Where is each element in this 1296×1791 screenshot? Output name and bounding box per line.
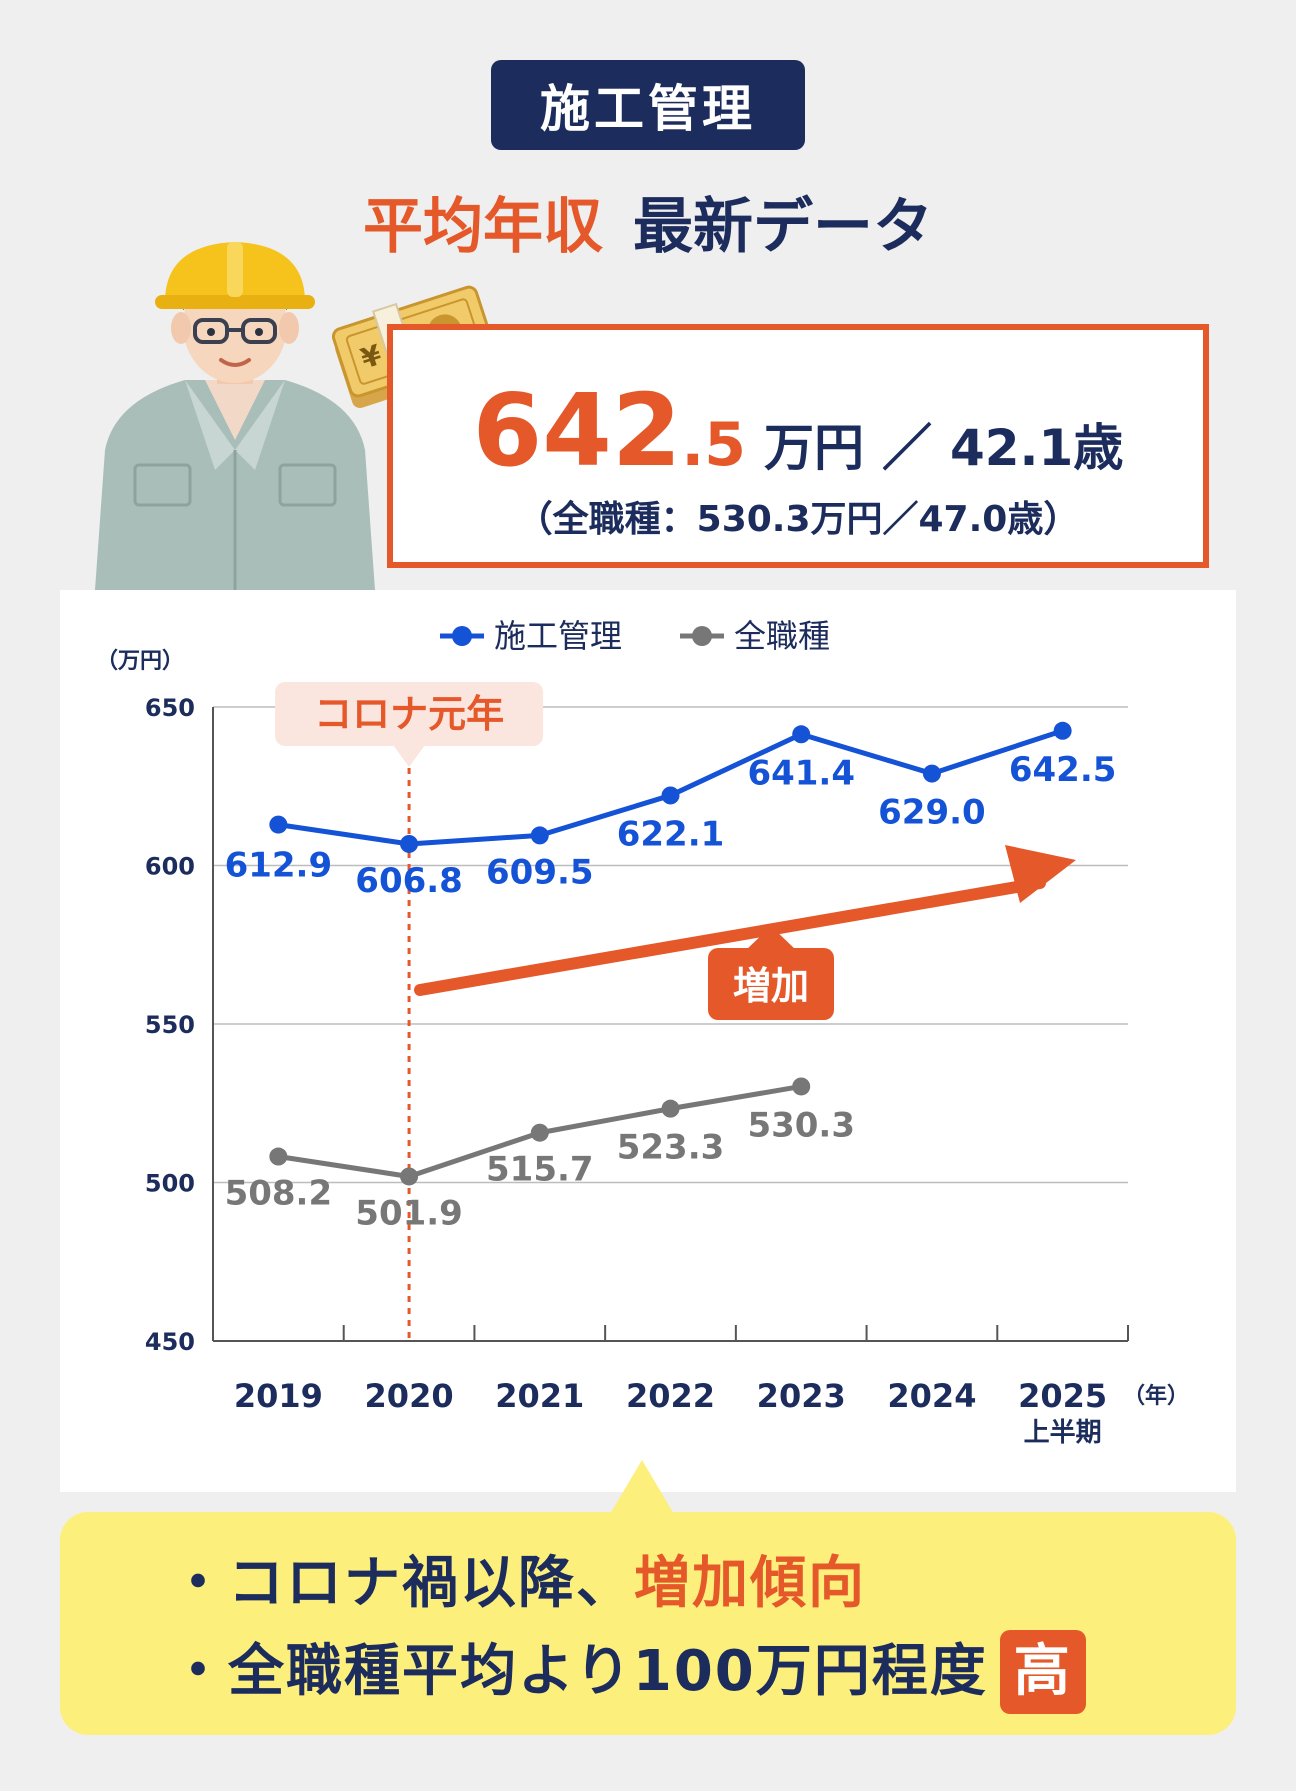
legend-label: 全職種	[734, 617, 830, 655]
x-tick-label: 2021	[495, 1377, 584, 1415]
data-label: 501.9	[355, 1193, 463, 1233]
data-label: 508.2	[225, 1174, 333, 1214]
covid-label-box	[275, 682, 544, 746]
salary-separator: ／	[881, 419, 932, 477]
data-point	[269, 815, 288, 834]
x-tick-label: 2025	[1018, 1377, 1107, 1415]
x-tick-label: 2019	[234, 1377, 323, 1415]
average-age: 42.1歳	[949, 419, 1124, 477]
y-tick-label: 450	[145, 1328, 195, 1356]
data-label: 515.7	[486, 1150, 594, 1190]
data-point	[269, 1147, 288, 1166]
increase-label: 増加	[733, 964, 809, 1008]
title-rest: 最新データ	[633, 192, 933, 262]
summary-line-2-badge: 高	[999, 1630, 1086, 1714]
salary-stat-box: 642.5 万円 ／ 42.1歳 （全職種：530.3万円／47.0歳）	[387, 324, 1209, 568]
covid-label-tail	[393, 745, 426, 767]
legend-label: 施工管理	[494, 617, 622, 655]
data-point	[792, 725, 811, 744]
data-point	[661, 1099, 680, 1118]
chart-panel: 450 500 550 600 650 （万円） 2019 2020 2021 2022 2023 2…	[60, 590, 1236, 1492]
worker-illustration	[95, 242, 375, 590]
data-label: 612.9	[225, 846, 333, 886]
category-label: 施工管理	[540, 80, 756, 138]
line-chart: 450 500 550 600 650 （万円） 2019 2020 2021 2022 2023 2…	[96, 617, 1189, 1448]
summary-line-2: ・全職種平均より100万円程度高	[170, 1626, 1086, 1714]
x-axis-unit: （年）	[1123, 1383, 1189, 1409]
increase-arrow-shaft	[414, 877, 1046, 996]
data-label: 629.0	[878, 793, 986, 833]
salary-value-int: 642	[472, 372, 682, 489]
x-tick-label: 2023	[757, 1377, 846, 1415]
legend-swatch-marker	[452, 626, 472, 646]
increase-label-box	[708, 948, 834, 1020]
all-jobs-comparison: （全職種：530.3万円／47.0歳）	[516, 499, 1080, 540]
y-tick-label: 600	[145, 853, 195, 881]
covid-label: コロナ元年	[314, 692, 504, 736]
summary-line-1: ・コロナ禍以降、増加傾向	[170, 1538, 866, 1619]
data-label: 530.3	[747, 1105, 855, 1145]
x-tick-label: 2020	[365, 1377, 454, 1415]
data-label: 606.8	[355, 861, 463, 901]
category-pill: 施工管理	[491, 60, 805, 150]
x-tick-label: 2024	[887, 1377, 976, 1415]
title-accent: 平均年収	[363, 192, 603, 262]
data-point	[1053, 721, 1072, 740]
data-label: 642.5	[1009, 750, 1117, 790]
callout-tail	[610, 1460, 674, 1514]
y-axis-unit: （万円）	[96, 649, 184, 674]
x-tick-sublabel: 上半期	[1024, 1418, 1102, 1448]
data-point	[922, 764, 941, 783]
data-label: 622.1	[617, 814, 725, 854]
data-point	[530, 826, 549, 845]
x-tick-label: 2022	[626, 1377, 715, 1415]
data-point	[400, 834, 419, 853]
summary-callout: ・コロナ禍以降、増加傾向 ・全職種平均より100万円程度高	[60, 1512, 1236, 1735]
y-tick-label: 500	[145, 1170, 195, 1198]
y-tick-label: 550	[145, 1011, 195, 1039]
data-label: 523.3	[617, 1128, 725, 1168]
data-label: 609.5	[486, 852, 594, 892]
increase-label-tail	[745, 926, 797, 951]
data-point	[530, 1123, 549, 1142]
salary-unit: 万円	[763, 419, 864, 477]
y-tick-label: 650	[145, 694, 195, 722]
page-title: 平均年収 最新データ	[0, 178, 1296, 265]
data-point	[792, 1077, 811, 1096]
data-label: 641.4	[747, 753, 855, 793]
data-point	[400, 1167, 419, 1186]
increase-arrow-head	[1005, 845, 1076, 903]
summary-line-2-text: ・全職種平均より100万円程度	[170, 1639, 988, 1704]
summary-line-1-text: ・コロナ禍以降、	[170, 1551, 634, 1616]
salary-headline: 642.5 万円 ／ 42.1歳	[393, 372, 1203, 489]
data-point	[661, 786, 680, 805]
legend-swatch-marker	[692, 626, 712, 646]
summary-line-1-highlight: 増加傾向	[634, 1551, 866, 1616]
salary-value-dec: .5	[681, 410, 746, 480]
